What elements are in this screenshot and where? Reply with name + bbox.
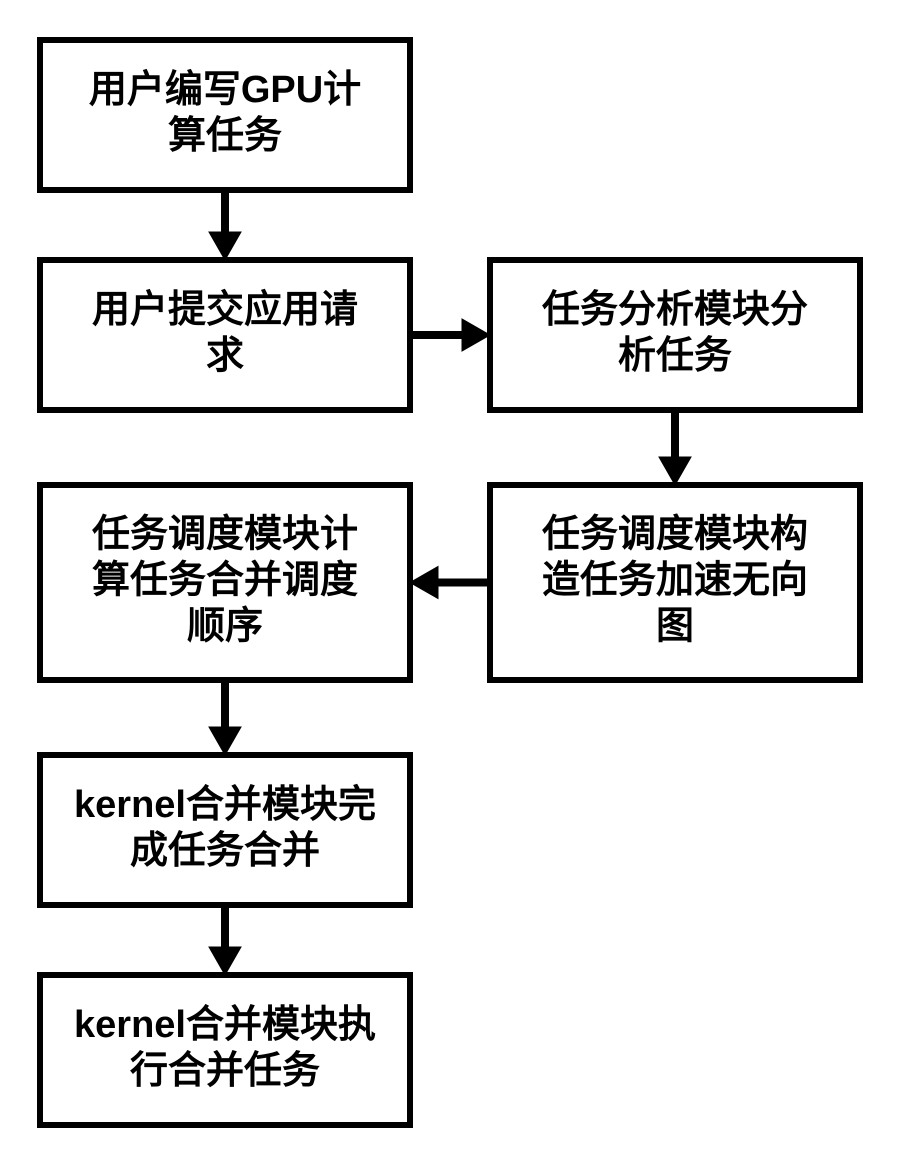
flow-node-b3: 任务分析模块分析任务 bbox=[490, 260, 860, 410]
flow-node-b6: kernel合并模块完成任务合并 bbox=[40, 755, 410, 905]
flow-node-b4: 任务调度模块构造任务加速无向图 bbox=[490, 485, 860, 680]
flow-node-b5: 任务调度模块计算任务合并调度顺序 bbox=[40, 485, 410, 680]
flow-node-b1: 用户编写GPU计算任务 bbox=[40, 40, 410, 190]
flow-node-b2: 用户提交应用请求 bbox=[40, 260, 410, 410]
flowchart-canvas: 用户编写GPU计算任务用户提交应用请求任务分析模块分析任务任务调度模块构造任务加… bbox=[0, 0, 902, 1153]
flow-node-b7: kernel合并模块执行合并任务 bbox=[40, 975, 410, 1125]
